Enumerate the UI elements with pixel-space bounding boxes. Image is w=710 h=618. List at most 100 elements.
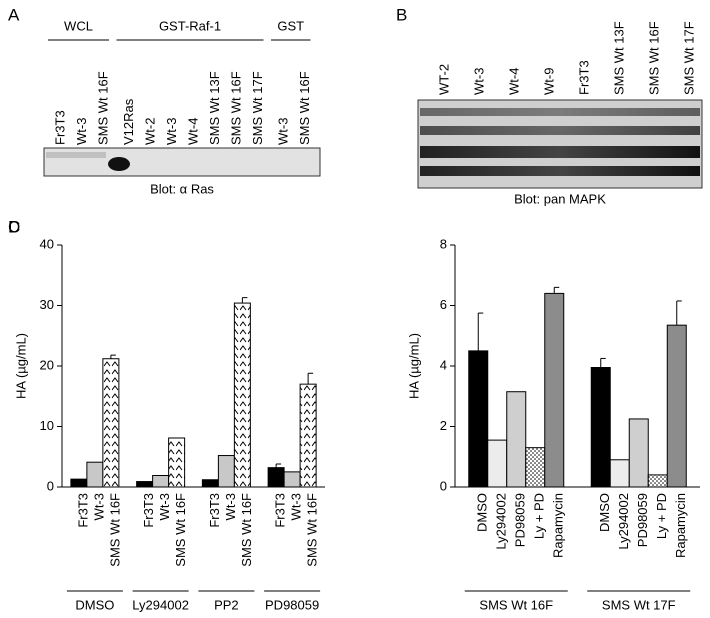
bar — [609, 459, 630, 488]
panel-letter: C — [8, 217, 20, 236]
lane-label: Fr3T3 — [576, 60, 591, 95]
category-label: PP2 — [214, 597, 239, 612]
bar-label: SMS Wt 16F — [305, 493, 320, 567]
y-tick-label: 6 — [440, 297, 447, 312]
panel-letter: B — [396, 5, 407, 24]
lane-label: Wt-4 — [506, 68, 521, 95]
error-bar — [241, 297, 248, 304]
bar — [544, 292, 565, 488]
error-bar — [676, 300, 682, 326]
bar — [590, 367, 611, 488]
blot-band — [108, 157, 130, 171]
bar-label: Rapamycin — [673, 493, 688, 558]
bar-label: Wt-3 — [157, 493, 172, 520]
y-tick-label: 2 — [440, 418, 447, 433]
y-axis-label: HA (µg/mL) — [406, 333, 421, 399]
blot-band — [420, 146, 700, 158]
blot-band — [420, 126, 700, 135]
error-bar — [307, 372, 314, 385]
y-tick-label: 4 — [440, 357, 447, 372]
bar-label: Wt-3 — [289, 493, 304, 520]
blot-band — [420, 108, 700, 116]
bar — [628, 418, 649, 488]
bar — [233, 302, 251, 488]
category-label: SMS Wt 16F — [479, 597, 553, 612]
bar — [70, 478, 88, 488]
lane-label: Fr3T3 — [52, 110, 67, 145]
lane-label: Wt-3 — [275, 118, 290, 145]
lane-label: SMS Wt 13F — [207, 71, 222, 145]
bar-label: Ly + PD — [532, 493, 547, 539]
bar — [666, 324, 687, 488]
group-label: GST — [277, 18, 304, 33]
y-tick-label: 30 — [40, 297, 54, 312]
bar-label: PD98059 — [635, 493, 650, 547]
bar-label: DMSO — [475, 493, 490, 532]
group-label: WCL — [64, 18, 93, 33]
bar-label: SMS Wt 16F — [239, 493, 254, 567]
category-label: SMS Wt 17F — [602, 597, 676, 612]
bar-label: DMSO — [597, 493, 612, 532]
lane-label: SMS Wt 17F — [681, 21, 696, 95]
lane-label: SMS Wt 16F — [228, 71, 243, 145]
bar — [283, 471, 301, 488]
bar — [168, 437, 186, 488]
lane-label: Wt-4 — [185, 118, 200, 145]
lane-label: SMS Wt 16F — [95, 71, 110, 145]
bar-label: Ly294002 — [494, 493, 509, 550]
blot-caption: Blot: pan MAPK — [514, 191, 606, 206]
panel-b: B Blot: pan MAPK WT-2 Wt-3 Wt-4 Wt-9 Fr3T3 SM… — [396, 5, 703, 206]
error-bar — [477, 312, 484, 351]
error-bar — [553, 286, 560, 294]
bar-label: Fr3T3 — [75, 493, 90, 528]
bar-label: Fr3T3 — [273, 493, 288, 528]
bar-label: SMS Wt 16F — [173, 493, 188, 567]
lane-label: Wt-3 — [74, 118, 89, 145]
y-tick-label: 0 — [47, 478, 54, 493]
lane-label: SMS Wt 16F — [646, 21, 661, 95]
bar — [152, 475, 170, 488]
bar — [299, 383, 317, 488]
bar-label: Wt-3 — [91, 493, 106, 520]
group-label: GST-Raf-1 — [159, 18, 221, 33]
lane-label: Wt-2 — [142, 118, 157, 145]
lane-label: Wt-3 — [164, 118, 179, 145]
lane-label: SMS Wt 13F — [611, 21, 626, 95]
bar — [86, 461, 104, 488]
bar — [102, 358, 120, 488]
y-axis-label: HA (µg/mL) — [13, 333, 28, 399]
bar — [217, 455, 235, 488]
bar — [487, 439, 508, 488]
y-tick-label: 0 — [440, 478, 447, 493]
y-tick-label: 8 — [440, 236, 447, 251]
panel-letter: D — [8, 217, 20, 236]
y-tick-label: 10 — [40, 418, 54, 433]
lane-label: V12Ras — [121, 98, 136, 145]
bar-label: Ly294002 — [616, 493, 631, 550]
blot-band — [420, 166, 700, 176]
blot-caption: Blot: α Ras — [150, 181, 214, 196]
error-bar — [275, 463, 282, 468]
bar — [267, 467, 285, 488]
lane-label: SMS Wt 17F — [250, 71, 265, 145]
category-label: Ly294002 — [132, 597, 189, 612]
bar — [468, 350, 489, 488]
lane-label: Wt-9 — [541, 68, 556, 95]
y-tick-label: 20 — [40, 357, 54, 372]
bar-label: SMS Wt 16F — [107, 493, 122, 567]
bar-label: Ly + PD — [654, 493, 669, 539]
bar — [647, 474, 668, 488]
error-bar — [600, 357, 606, 368]
lane-label: SMS Wt 16F — [297, 71, 312, 145]
y-tick-label: 40 — [40, 236, 54, 251]
category-label: DMSO — [75, 597, 114, 612]
category-label: PD98059 — [265, 597, 319, 612]
bar-label: Wt-3 — [223, 493, 238, 520]
lane-label: WT-2 — [436, 64, 451, 95]
lane-label: Wt-3 — [471, 68, 486, 95]
bar-label: PD98059 — [513, 493, 528, 547]
bar — [201, 479, 219, 488]
bar-label: Fr3T3 — [207, 493, 222, 528]
error-bar — [110, 354, 116, 359]
